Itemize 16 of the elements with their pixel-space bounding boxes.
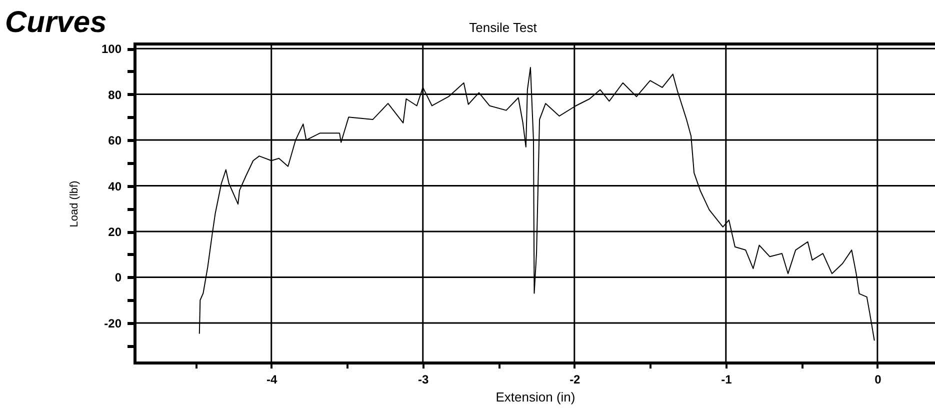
- y-tick-label: -20: [104, 316, 122, 330]
- x-tick-label: 0: [874, 372, 882, 386]
- x-tick-label: -4: [266, 372, 278, 386]
- x-tick-label: -1: [721, 372, 732, 386]
- y-tick-label: 60: [108, 134, 122, 148]
- y-axis-title: Load (lbf): [68, 180, 80, 228]
- text: Curves: [5, 6, 107, 39]
- chart-title: Tensile Test: [469, 20, 538, 35]
- x-tick-label: -2: [570, 372, 581, 386]
- x-axis-title: Extension (in): [496, 390, 576, 404]
- x-tick-label: -3: [418, 372, 430, 386]
- y-tick-label: 80: [108, 88, 122, 102]
- y-tick-label: 100: [101, 42, 122, 56]
- y-tick-label: 0: [114, 270, 122, 285]
- y-tick-label: 40: [108, 179, 122, 194]
- y-tick-label: 20: [108, 225, 122, 240]
